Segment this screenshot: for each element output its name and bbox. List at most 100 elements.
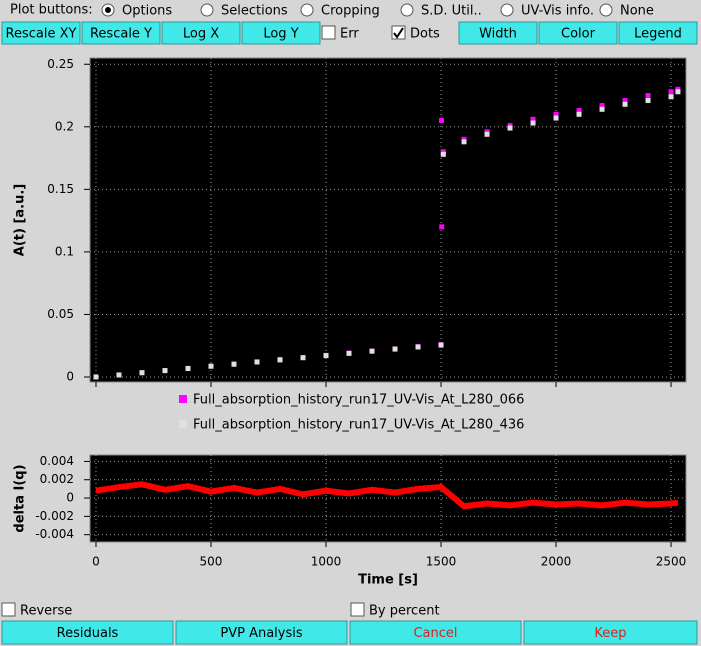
data-point xyxy=(162,368,168,374)
y-tick-label: 0.25 xyxy=(47,57,74,71)
data-point xyxy=(208,363,214,369)
data-point xyxy=(461,136,467,142)
residual-line xyxy=(95,481,679,510)
button[interactable] xyxy=(349,620,522,645)
button-label: Cancel xyxy=(413,626,457,641)
data-point xyxy=(645,98,651,104)
radio[interactable] xyxy=(400,3,414,17)
radio[interactable] xyxy=(599,3,613,17)
x-axis-label: Time [s] xyxy=(358,573,418,588)
y-axis-label: A(t) [a.u.] xyxy=(13,184,28,256)
legend-label: Full_absorption_history_run17_UV-Vis_At_… xyxy=(193,418,524,433)
data-point xyxy=(507,125,513,131)
data-point xyxy=(576,111,582,117)
radio-label: Cropping xyxy=(321,4,380,19)
data-point xyxy=(231,361,237,367)
data-point xyxy=(439,224,445,230)
checkbox[interactable] xyxy=(391,25,406,40)
data-point xyxy=(530,116,536,122)
x-tick-label: 0 xyxy=(92,555,100,569)
data-point xyxy=(277,357,283,363)
data-point xyxy=(369,348,375,354)
button-label: Legend xyxy=(634,27,682,42)
data-point xyxy=(438,118,444,124)
radio[interactable] xyxy=(300,3,314,17)
button-label: Rescale Y xyxy=(90,27,152,42)
x-tick-label: 500 xyxy=(200,555,223,569)
y-tick-label: 0 xyxy=(66,491,74,505)
data-point xyxy=(438,342,444,348)
data-point xyxy=(645,93,651,99)
data-point xyxy=(392,346,398,352)
data-point xyxy=(507,123,513,129)
data-point xyxy=(675,86,681,92)
button[interactable] xyxy=(81,21,161,45)
y-tick-label: -0.004 xyxy=(35,527,74,541)
data-point xyxy=(254,359,260,365)
data-point xyxy=(675,89,681,95)
data-point xyxy=(599,103,605,109)
y-tick-label: 0.15 xyxy=(47,182,74,196)
button[interactable] xyxy=(523,620,698,645)
checkbox-label: By percent xyxy=(369,604,440,619)
button-label: Log X xyxy=(183,27,219,42)
y-tick-label: 0.05 xyxy=(47,307,74,321)
data-point xyxy=(440,149,446,155)
legend-swatch xyxy=(179,395,187,403)
button-label: Residuals xyxy=(57,626,119,641)
data-point xyxy=(300,355,306,361)
button[interactable] xyxy=(175,620,348,645)
data-point xyxy=(116,372,122,378)
radio-dot xyxy=(105,7,111,13)
radio-label: UV-Vis info. xyxy=(521,4,594,19)
data-point xyxy=(139,370,145,376)
legend-label: Full_absorption_history_run17_UV-Vis_At_… xyxy=(193,393,524,408)
toolbar-label: Plot buttons: xyxy=(10,3,93,18)
data-point xyxy=(668,94,674,100)
data-point xyxy=(323,353,329,359)
data-point xyxy=(185,365,191,371)
data-point xyxy=(553,115,559,121)
data-point xyxy=(415,344,421,350)
button[interactable] xyxy=(1,620,174,645)
check-mark xyxy=(393,27,404,39)
y-tick-label: 0 xyxy=(66,369,74,383)
data-point xyxy=(440,151,446,157)
checkbox[interactable] xyxy=(321,25,336,40)
data-point xyxy=(484,131,490,137)
radio-label: Options xyxy=(122,4,172,19)
radio-label: Selections xyxy=(221,4,288,19)
button-label: PVP Analysis xyxy=(220,626,302,641)
button[interactable] xyxy=(241,21,321,45)
checkbox[interactable] xyxy=(350,602,365,617)
button[interactable] xyxy=(458,21,538,45)
checkbox-label: Dots xyxy=(410,27,440,42)
x-tick-label: 2500 xyxy=(656,555,687,569)
data-point xyxy=(530,120,536,126)
data-point xyxy=(599,106,605,112)
radio[interactable] xyxy=(500,3,514,17)
button[interactable] xyxy=(538,21,618,45)
data-point xyxy=(668,89,674,95)
data-point xyxy=(461,139,467,145)
button-label: Width xyxy=(479,27,517,42)
y-tick-label: -0.002 xyxy=(35,509,74,523)
button[interactable] xyxy=(1,21,81,45)
button-label: Color xyxy=(561,27,596,42)
checkbox-label: Reverse xyxy=(20,604,72,619)
x-tick-label: 1500 xyxy=(426,555,457,569)
button[interactable] xyxy=(618,21,698,45)
x-tick-label: 1000 xyxy=(311,555,342,569)
button-label: Log Y xyxy=(263,27,298,42)
radio-label: None xyxy=(620,4,654,19)
radio[interactable] xyxy=(200,3,214,17)
button[interactable] xyxy=(161,21,241,45)
y-tick-label: 0.1 xyxy=(55,244,74,258)
data-point xyxy=(622,98,628,104)
button-label: Keep xyxy=(594,626,626,641)
y-tick-label: 0.004 xyxy=(40,454,74,468)
y-tick-label: 0.2 xyxy=(55,119,74,133)
checkbox[interactable] xyxy=(1,602,16,617)
y-tick-label: 0.002 xyxy=(40,472,74,486)
